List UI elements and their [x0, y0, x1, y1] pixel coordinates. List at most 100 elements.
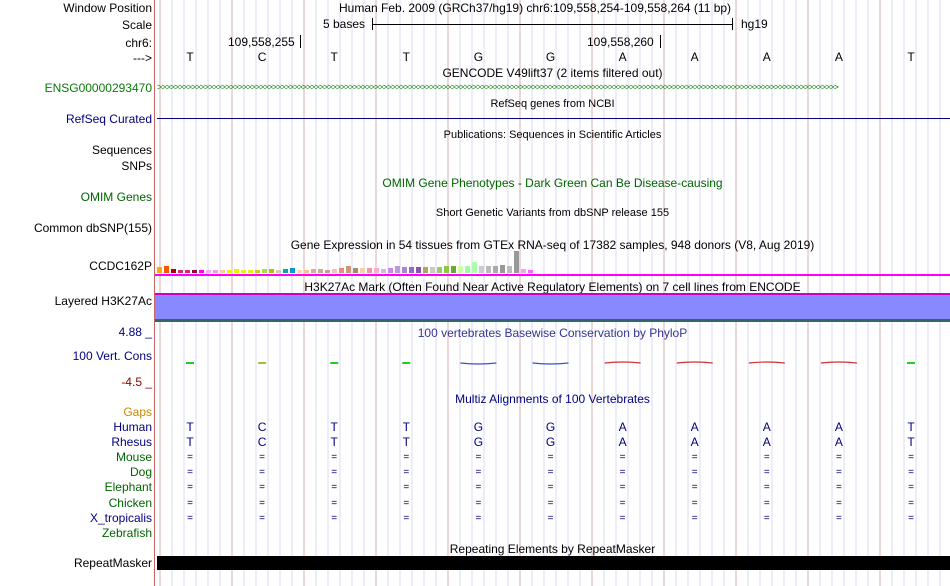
gtex-bar[interactable] — [486, 266, 491, 273]
multiz-species-label[interactable]: Zebrafish — [101, 526, 152, 540]
dbsnp-track-title[interactable]: Short Genetic Variants from dbSNP releas… — [435, 207, 670, 219]
phylop-side-label[interactable]: 100 Vert. Cons — [72, 349, 152, 363]
scale-bar — [373, 24, 732, 25]
gtex-track-title[interactable]: Gene Expression in 54 tissues from GTEx … — [290, 238, 815, 252]
gtex-bar[interactable] — [507, 266, 512, 273]
h3k27ac-signal[interactable] — [155, 295, 950, 319]
gtex-bar[interactable] — [157, 267, 162, 273]
gtex-bar[interactable] — [458, 266, 463, 273]
gtex-bar[interactable] — [262, 269, 267, 273]
gtex-bar[interactable] — [206, 270, 211, 273]
gtex-bar[interactable] — [164, 266, 169, 273]
gencode-track-title[interactable]: GENCODE V49lift37 (2 items filtered out) — [442, 66, 663, 80]
gtex-bar[interactable] — [465, 266, 470, 273]
gtex-bar[interactable] — [500, 265, 505, 273]
gtex-bar[interactable] — [493, 266, 498, 273]
gtex-bar[interactable] — [199, 270, 204, 273]
gtex-bar[interactable] — [514, 251, 519, 273]
gencode-item-label[interactable]: ENSG00000293470 — [44, 81, 152, 95]
gtex-bar[interactable] — [367, 268, 372, 273]
h3k27ac-side-label[interactable]: Layered H3K27Ac — [54, 294, 152, 308]
gtex-bar[interactable] — [346, 266, 351, 273]
phylop-track-title[interactable]: 100 vertebrates Basewise Conservation by… — [417, 326, 688, 340]
omim-track-title[interactable]: OMIM Gene Phenotypes - Dark Green Can Be… — [382, 176, 723, 190]
gtex-bar[interactable] — [318, 269, 323, 273]
multiz-base: A — [618, 435, 627, 449]
repeatmasker-track-title[interactable]: Repeating Elements by RepeatMasker — [449, 542, 656, 556]
gtex-bar[interactable] — [213, 270, 218, 273]
gtex-bar[interactable] — [276, 270, 281, 273]
snps-label[interactable]: SNPs — [121, 159, 152, 173]
gtex-bar[interactable] — [255, 270, 260, 273]
multiz-base: = — [835, 452, 842, 463]
gtex-bar[interactable] — [423, 267, 428, 273]
gtex-bar[interactable] — [332, 269, 337, 273]
refseq-gene-line[interactable] — [157, 118, 950, 119]
publications-track-title[interactable]: Publications: Sequences in Scientific Ar… — [443, 129, 662, 141]
multiz-species-label[interactable]: Mouse — [115, 450, 152, 464]
refseq-track-title[interactable]: RefSeq genes from NCBI — [490, 98, 615, 110]
gtex-bar[interactable] — [353, 268, 358, 273]
gtex-bar[interactable] — [241, 270, 246, 273]
multiz-species-label[interactable]: Chicken — [108, 496, 152, 510]
multiz-base: = — [403, 467, 410, 478]
gtex-bar[interactable] — [283, 269, 288, 273]
gtex-bar[interactable] — [311, 269, 316, 273]
multiz-species-label[interactable]: Human — [113, 420, 152, 434]
gencode-gene-feature[interactable]: >>>>>>>>>>>>>>>>>>>>>>>>>>>>>>>>>>>>>>>>… — [157, 82, 839, 92]
gtex-bar[interactable] — [472, 262, 477, 273]
h3k27ac-track-title[interactable]: H3K27Ac Mark (Often Found Near Active Re… — [304, 280, 801, 294]
gtex-bar[interactable] — [269, 269, 274, 273]
repeatmasker-feature[interactable] — [157, 556, 950, 570]
gtex-bar[interactable] — [304, 270, 309, 273]
gtex-bar[interactable] — [479, 266, 484, 273]
gtex-bar[interactable] — [402, 267, 407, 273]
gtex-bar[interactable] — [444, 266, 449, 273]
multiz-species-label[interactable]: Rhesus — [111, 435, 152, 449]
gtex-bar[interactable] — [437, 267, 442, 273]
coord-label-1: 109,558,255 — [228, 35, 295, 49]
gtex-bar[interactable] — [521, 269, 526, 273]
gtex-bar[interactable] — [248, 270, 253, 273]
gtex-bar[interactable] — [325, 270, 330, 273]
multiz-base: = — [547, 482, 554, 493]
gtex-bar[interactable] — [528, 270, 533, 273]
multiz-base: = — [691, 498, 698, 509]
gtex-bar[interactable] — [360, 268, 365, 273]
gtex-bar[interactable] — [388, 268, 393, 273]
multiz-base: = — [403, 482, 410, 493]
multiz-species-label[interactable]: X_tropicalis — [89, 511, 152, 525]
multiz-base: = — [187, 498, 193, 509]
gtex-bar[interactable] — [381, 269, 386, 273]
refseq-side-label[interactable]: RefSeq Curated — [65, 112, 152, 126]
gtex-bar[interactable] — [395, 266, 400, 273]
gtex-bar[interactable] — [220, 270, 225, 273]
repeatmasker-side-label[interactable]: RepeatMasker — [73, 556, 152, 570]
multiz-species-label[interactable]: Elephant — [104, 480, 152, 494]
phylop-mark — [330, 362, 339, 364]
gtex-bar[interactable] — [409, 267, 414, 273]
phylop-signal[interactable] — [155, 355, 950, 371]
gtex-side-label[interactable]: CCDC162P — [89, 259, 152, 273]
dbsnp-side-label[interactable]: Common dbSNP(155) — [33, 221, 152, 235]
gtex-bar[interactable] — [227, 270, 232, 273]
gtex-bar[interactable] — [234, 269, 239, 273]
multiz-species-label[interactable]: Dog — [129, 465, 152, 479]
omim-side-label[interactable]: OMIM Genes — [80, 190, 152, 204]
multiz-base: = — [259, 467, 266, 478]
publications-sequences-label[interactable]: Sequences — [91, 143, 152, 157]
gtex-bar[interactable] — [297, 270, 302, 273]
gtex-bar[interactable] — [430, 267, 435, 273]
gtex-bar[interactable] — [374, 268, 379, 273]
multiz-track-title[interactable]: Multiz Alignments of 100 Vertebrates — [455, 392, 650, 406]
gtex-bar[interactable] — [171, 269, 176, 273]
gtex-bar[interactable] — [185, 270, 190, 273]
gtex-bar[interactable] — [339, 268, 344, 273]
gtex-bar[interactable] — [192, 270, 197, 273]
gtex-bar[interactable] — [451, 266, 456, 273]
multiz-base: = — [187, 513, 193, 524]
gtex-bar[interactable] — [290, 268, 295, 273]
gtex-bar[interactable] — [178, 270, 183, 273]
gtex-bar[interactable] — [416, 267, 421, 273]
